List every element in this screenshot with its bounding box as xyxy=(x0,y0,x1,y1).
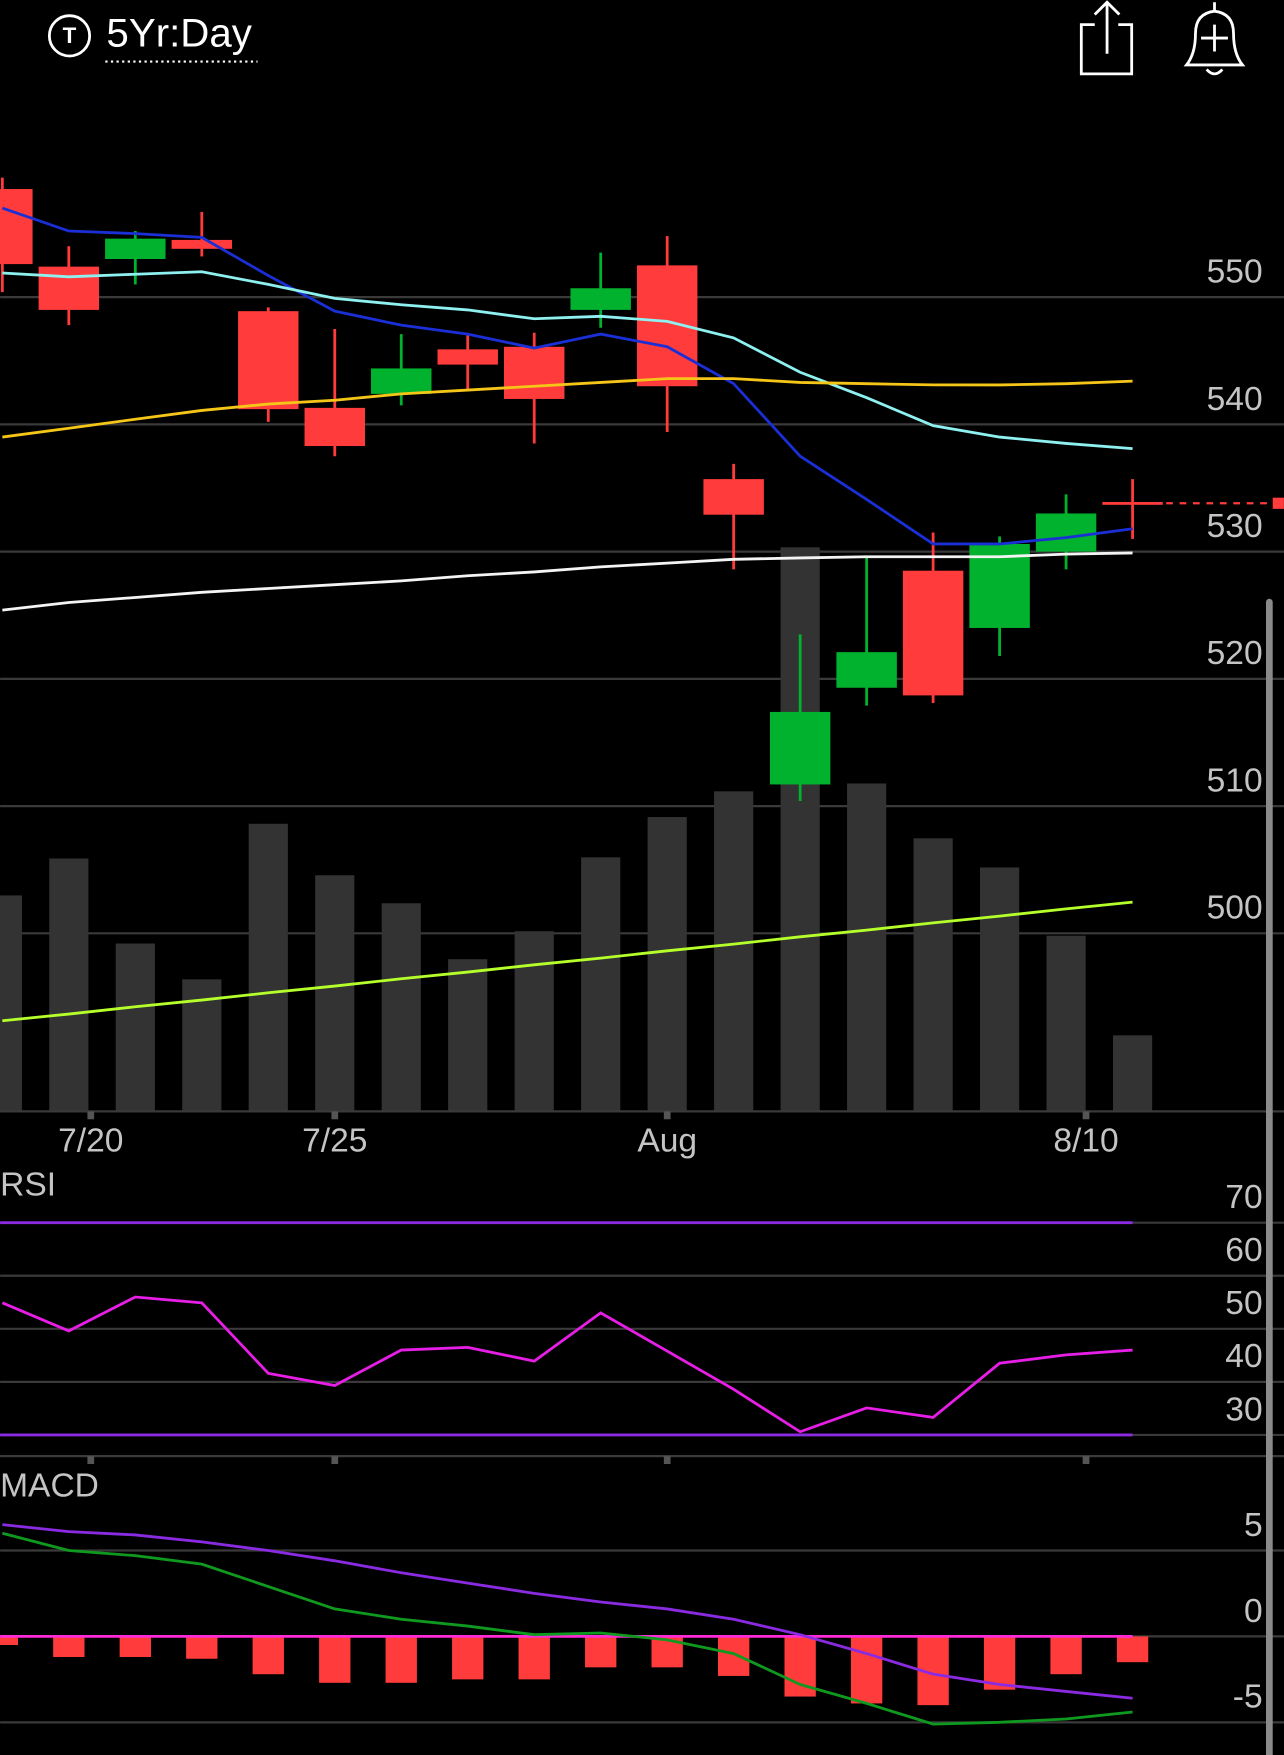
y-tick-label: 70 xyxy=(1225,1179,1262,1216)
candle-body xyxy=(437,349,498,365)
y-tick-label: 500 xyxy=(1207,890,1263,927)
y-tick-label: 0 xyxy=(1244,1593,1263,1630)
histogram-bar xyxy=(717,1636,750,1676)
histogram-bar xyxy=(53,1636,85,1658)
share-button[interactable] xyxy=(1079,0,1134,76)
macd-line xyxy=(1,1531,1133,1726)
candle-body xyxy=(836,652,897,688)
histogram-bar xyxy=(385,1636,417,1683)
volume-bar xyxy=(381,903,421,1112)
macd-line xyxy=(2,1523,1133,1700)
y-tick-label: -5 xyxy=(1233,1679,1263,1716)
volume-bar xyxy=(248,823,288,1112)
candle-body xyxy=(570,288,631,310)
y-tick-label: 510 xyxy=(1207,762,1263,799)
histogram-bar xyxy=(119,1636,151,1658)
volume-bar xyxy=(448,959,488,1112)
moving-average-line xyxy=(1,206,1133,546)
moving-average-line xyxy=(2,270,1133,450)
candle-body xyxy=(238,311,299,410)
volume-bar xyxy=(581,857,621,1112)
volume-bar xyxy=(780,547,820,1112)
volume-bar xyxy=(847,783,887,1112)
ticker-icon xyxy=(47,14,92,58)
candle-body xyxy=(0,189,33,265)
histogram-bar xyxy=(252,1636,284,1675)
share-box xyxy=(1079,23,1134,76)
y-tick-label: 50 xyxy=(1225,1285,1262,1322)
candle-body xyxy=(503,346,565,399)
volume-bar xyxy=(913,838,953,1112)
histogram-bar xyxy=(850,1636,883,1704)
volume-bar xyxy=(0,895,22,1112)
period-button[interactable]: T 5Yr:Day xyxy=(47,10,258,63)
y-tick-label: 60 xyxy=(1225,1232,1262,1269)
candle-body xyxy=(105,238,166,260)
candle-body xyxy=(1035,513,1097,552)
bell-plus xyxy=(1201,2,1228,76)
moving-average-line xyxy=(2,551,1133,612)
y-tick-label: 40 xyxy=(1225,1338,1262,1375)
candle-body xyxy=(1102,502,1163,505)
histogram-bar xyxy=(319,1636,351,1683)
panel-title: MACD xyxy=(0,1467,99,1504)
histogram-bar xyxy=(518,1636,550,1680)
volume-bar xyxy=(980,867,1020,1112)
candle-body xyxy=(769,711,831,785)
y-tick-label: 5 xyxy=(1244,1507,1263,1544)
panel-title: RSI xyxy=(0,1166,56,1203)
candle-body xyxy=(38,266,100,310)
y-tick-label: 520 xyxy=(1207,635,1263,672)
rsi-line xyxy=(1,1295,1133,1434)
x-tick-label: 8/10 xyxy=(1053,1123,1118,1160)
volume-average-line xyxy=(2,900,1133,1023)
volume-bar xyxy=(1112,1035,1153,1112)
ticker-icon-letter: T xyxy=(63,23,77,48)
histogram-bar xyxy=(0,1636,19,1645)
volume-bar xyxy=(514,931,554,1112)
histogram-bar xyxy=(186,1636,218,1659)
y-tick-label: 30 xyxy=(1225,1391,1262,1428)
candle-body xyxy=(171,239,233,249)
volume-bar xyxy=(714,791,754,1112)
histogram-bar xyxy=(585,1636,617,1668)
share-arrow xyxy=(1093,0,1121,54)
scrollbar[interactable] xyxy=(1265,598,1273,1755)
last-price-marker xyxy=(1272,497,1284,509)
y-tick-label: 530 xyxy=(1207,508,1263,545)
bell xyxy=(1183,9,1246,67)
histogram-bar xyxy=(1050,1636,1082,1675)
y-tick-label: 540 xyxy=(1207,381,1263,418)
x-tick-label: Aug xyxy=(637,1123,697,1160)
volume-bar xyxy=(1046,935,1086,1112)
candle-body xyxy=(304,407,365,447)
x-tick-label: 7/20 xyxy=(58,1123,123,1160)
candle-body xyxy=(902,570,964,696)
histogram-bar xyxy=(983,1636,1016,1690)
alert-button[interactable] xyxy=(1183,2,1246,76)
histogram-bar xyxy=(452,1636,484,1680)
volume-bar xyxy=(115,943,155,1112)
candle-body xyxy=(703,479,764,515)
moving-average-line xyxy=(2,377,1133,439)
volume-bar xyxy=(49,858,89,1112)
volume-bar xyxy=(647,817,687,1112)
y-tick-label: 550 xyxy=(1207,254,1263,291)
volume-bar xyxy=(315,875,355,1112)
x-tick-label: 7/25 xyxy=(302,1123,367,1160)
histogram-bar xyxy=(1116,1636,1149,1663)
period-label: 5Yr:Day xyxy=(106,10,252,55)
candle-body xyxy=(371,368,432,394)
